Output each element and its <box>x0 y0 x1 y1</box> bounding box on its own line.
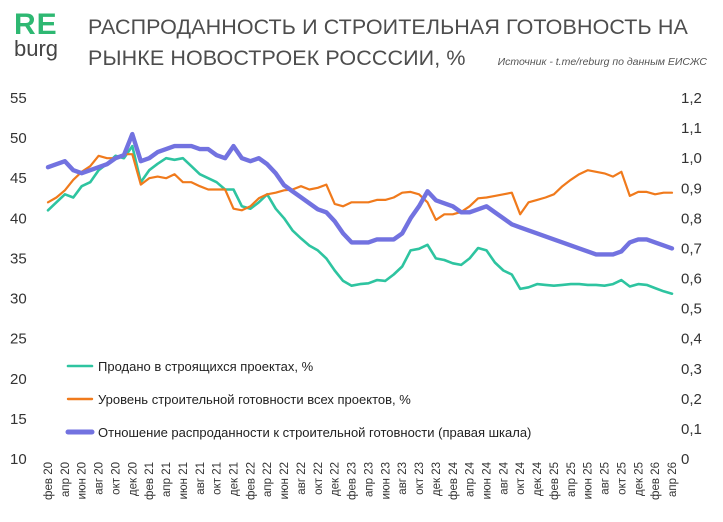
x-tick-label: фев 24 <box>448 461 460 500</box>
x-tick-label: фев 22 <box>245 462 257 500</box>
x-tick-label: фев 21 <box>144 462 156 500</box>
y-left-tick-label: 55 <box>10 90 27 107</box>
x-tick-label: апр 21 <box>161 462 173 497</box>
x-tick-label: апр 23 <box>363 462 375 497</box>
y-right-tick-label: 0,8 <box>681 210 702 227</box>
y-left-tick-label: 30 <box>10 291 27 308</box>
series-line-3 <box>45 131 675 257</box>
x-tick-label: авг 25 <box>600 462 612 495</box>
logo: RE burg <box>14 10 58 60</box>
y-right-tick-label: 0,5 <box>681 301 702 318</box>
y-right-tick-label: 0,3 <box>681 361 702 378</box>
x-tick-label: окт 25 <box>616 462 628 495</box>
x-tick-label: окт 22 <box>313 462 325 495</box>
y-left-tick-label: 40 <box>10 210 27 227</box>
y-left-tick-label: 25 <box>10 331 27 348</box>
y-right-tick-label: 0,7 <box>681 240 702 257</box>
x-tick-label: июн 23 <box>380 462 392 499</box>
x-tick-label: окт 20 <box>110 462 122 495</box>
y-right-tick-label: 0,2 <box>681 391 702 408</box>
series-line-2 <box>46 153 674 221</box>
y-left-tick-label: 50 <box>10 130 27 147</box>
x-tick-label: фев 25 <box>549 462 561 500</box>
y-right-tick-label: 1,2 <box>681 90 702 107</box>
x-tick-label: июн 25 <box>583 462 595 499</box>
x-tick-label: июн 22 <box>279 462 291 499</box>
x-tick-label: фев 20 <box>43 462 55 500</box>
x-tick-label: апр 24 <box>465 461 477 497</box>
x-tick-label: авг 20 <box>94 462 106 495</box>
x-tick-label: окт 24 <box>515 461 527 494</box>
chart-title: РАСПРОДАННОСТЬ И СТРОИТЕЛЬНАЯ ГОТОВНОСТЬ… <box>88 15 688 70</box>
x-tick-label: фев 26 <box>650 462 662 500</box>
y-right-tick-label: 0,9 <box>681 180 702 197</box>
x-tick-label: апр 22 <box>262 462 274 497</box>
x-tick-label: дек 22 <box>330 462 342 496</box>
x-tick-label: дек 25 <box>633 462 645 496</box>
logo-burg: burg <box>14 36 59 61</box>
x-tick-label: июн 21 <box>178 462 190 499</box>
legend: Продано в строящихся проектах, % Уровень … <box>65 359 531 440</box>
y-right-tick-label: 1,0 <box>681 150 702 167</box>
x-tick-label: апр 26 <box>667 462 679 497</box>
x-tick-label: июн 20 <box>77 462 89 499</box>
logo-re: RE <box>14 8 58 41</box>
y-right-tick-label: 0,1 <box>681 421 702 438</box>
y-left-tick-label: 45 <box>10 170 27 187</box>
series-layer <box>45 131 675 296</box>
x-tick-label: авг 22 <box>296 462 308 495</box>
x-tick-label: дек 24 <box>532 461 544 496</box>
legend-label-2: Уровень строительной готовности всех про… <box>98 392 411 407</box>
x-axis: фев 20 апр 20 июн 20 авг 20 окт 20 дек 20 фев … <box>43 461 679 500</box>
x-tick-label: дек 21 <box>229 462 241 496</box>
legend-label-1: Продано в строящихся проектах, % <box>98 359 314 374</box>
y-right-tick-label: 0,6 <box>681 271 702 288</box>
y-axis-left: 10 15 20 25 30 35 40 45 50 55 <box>10 90 27 468</box>
x-tick-label: апр 20 <box>60 462 72 497</box>
y-right-tick-label: 0 <box>681 451 689 468</box>
y-left-tick-label: 10 <box>10 451 27 468</box>
x-tick-label: дек 23 <box>431 462 443 496</box>
y-right-tick-label: 1,1 <box>681 120 702 137</box>
source-note: Источник - t.me/reburg по данным ЕИСЖС <box>497 56 707 68</box>
y-left-tick-label: 15 <box>10 411 27 428</box>
x-tick-label: окт 23 <box>414 462 426 495</box>
x-tick-label: апр 25 <box>566 462 578 497</box>
x-tick-label: авг 23 <box>397 462 409 495</box>
series-line-1 <box>46 144 674 296</box>
x-tick-label: фев 23 <box>347 462 359 500</box>
x-tick-label: авг 24 <box>498 461 510 494</box>
x-tick-label: авг 21 <box>195 462 207 495</box>
y-left-tick-label: 20 <box>10 371 27 388</box>
legend-label-3: Отношение распроданности к строительной … <box>98 425 531 440</box>
y-axis-right: 0 0,1 0,2 0,3 0,4 0,5 0,6 0,7 0,8 0,9 1,0 1,1 1,2 <box>681 90 702 468</box>
y-right-tick-label: 0,4 <box>681 331 702 348</box>
x-tick-label: июн 24 <box>481 461 493 499</box>
y-left-tick-label: 35 <box>10 250 27 267</box>
x-tick-label: дек 20 <box>127 462 139 496</box>
x-tick-label: окт 21 <box>212 462 224 495</box>
